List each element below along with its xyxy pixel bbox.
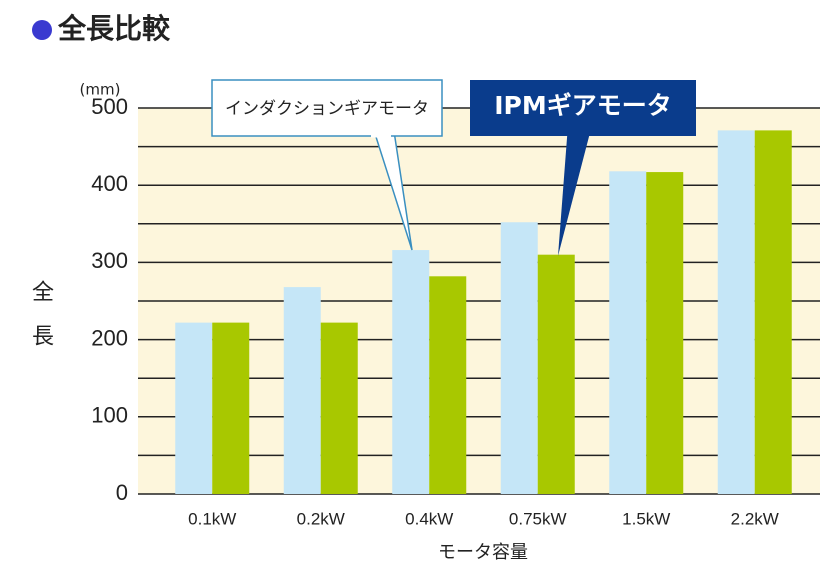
bar xyxy=(537,254,575,494)
bar xyxy=(283,287,321,494)
x-tick-label: 0.75kW xyxy=(509,509,567,528)
y-tick-label: 200 xyxy=(91,325,128,350)
bar xyxy=(392,250,430,494)
y-tick-label: 100 xyxy=(91,403,128,428)
y-axis-label: 全長 xyxy=(28,280,54,368)
x-tick-label: 2.2kW xyxy=(731,509,779,528)
callout-pointer xyxy=(558,125,592,256)
legend-box xyxy=(470,80,696,136)
x-tick-label: 0.2kW xyxy=(297,509,345,528)
unit-label: (mm) xyxy=(80,81,121,99)
x-tick-label: 0.4kW xyxy=(405,509,453,528)
bar xyxy=(429,276,467,494)
bar xyxy=(646,172,684,495)
legend-label: インダクションギアモータ xyxy=(225,99,429,119)
legend-box xyxy=(211,79,443,137)
x-tick-label: 1.5kW xyxy=(622,509,670,528)
chart-title: 全長比較 xyxy=(57,12,171,45)
title-bullet xyxy=(32,20,52,40)
bar xyxy=(609,171,647,494)
y-tick-label: 400 xyxy=(91,171,128,196)
bar xyxy=(175,322,213,494)
y-tick-label: 0 xyxy=(116,480,128,505)
bar xyxy=(212,322,250,494)
y-tick-label: 500 xyxy=(91,94,128,119)
legend-label: IPMギアモータ xyxy=(494,91,672,120)
bar xyxy=(500,222,538,495)
bar xyxy=(754,130,792,494)
bar xyxy=(717,130,755,494)
x-tick-label: 0.1kW xyxy=(188,509,236,528)
x-axis-label: モータ容量 xyxy=(438,542,528,563)
y-tick-label: 300 xyxy=(91,248,128,273)
bar xyxy=(320,322,358,494)
